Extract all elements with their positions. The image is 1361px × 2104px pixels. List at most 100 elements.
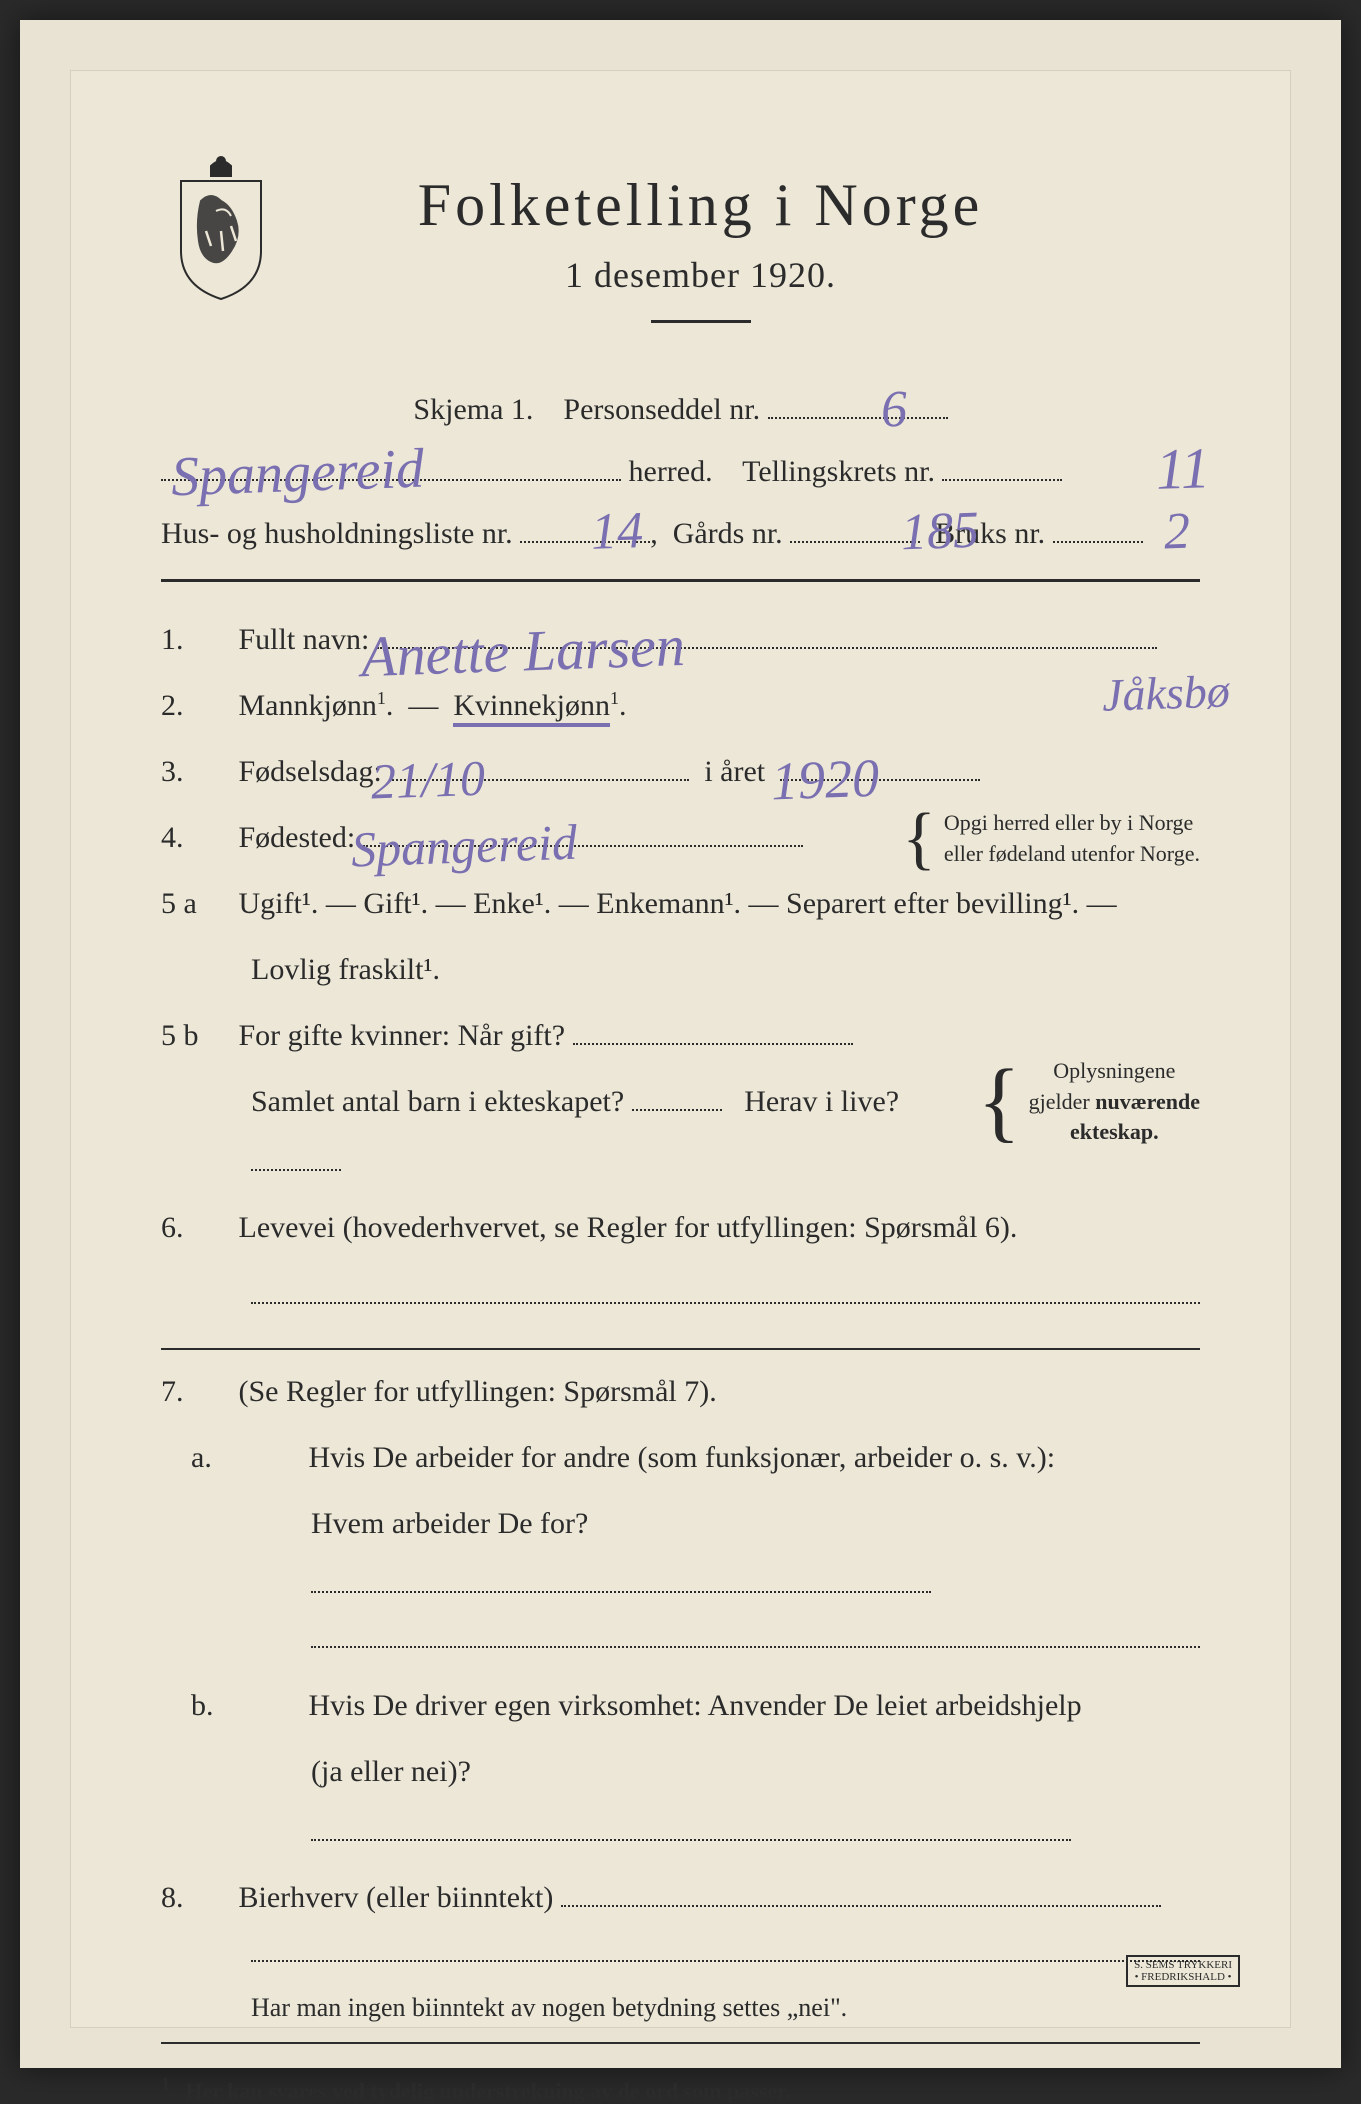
- skjema-label: Skjema 1.: [413, 393, 533, 426]
- brace-icon-2: {: [977, 1066, 1020, 1138]
- q3-day-field: [389, 779, 689, 781]
- rule-3: [161, 2042, 1200, 2044]
- q7-label: (Se Regler for utfyllingen: Spørsmål 7).: [239, 1375, 717, 1408]
- q5b-field3: [251, 1169, 341, 1171]
- title-divider: [651, 320, 751, 323]
- q7b-line2: (ja eller nei)?: [161, 1742, 1200, 1862]
- q4-note: { Opgi herred eller by i Norge eller fød…: [902, 808, 1200, 870]
- tellingskrets-label: Tellingskrets nr.: [742, 455, 935, 488]
- footnote: 1 Her kan svares ved tydelig understrekn…: [161, 2074, 1200, 2104]
- q1-field: [377, 647, 1157, 649]
- q5b-line1: 5 b For gifte kvinner: Når gift?: [161, 1006, 967, 1066]
- tellingskrets-field: [942, 479, 1062, 481]
- q3-mid: i året: [704, 755, 765, 788]
- q5b-num: 5 b: [161, 1006, 231, 1066]
- personseddel-field: [768, 417, 948, 419]
- q1: 1. Fullt navn: Anette Larsen Jåksbø: [161, 610, 1200, 670]
- q5b-label1: For gifte kvinner: Når gift?: [239, 1019, 566, 1052]
- q5b-line2: Samlet antal barn i ekteskapet? Herav i …: [161, 1072, 967, 1192]
- q1-label: Fullt navn:: [239, 623, 370, 656]
- q7a-field-line2: [311, 1646, 1200, 1648]
- main-title: Folketelling i Norge: [321, 171, 1080, 240]
- herred-field: [161, 479, 621, 481]
- q5b-field1: [573, 1043, 853, 1045]
- document-inner: Folketelling i Norge 1 desember 1920. Sk…: [70, 70, 1291, 2028]
- q4-field: [363, 845, 803, 847]
- q8-field: [561, 1905, 1161, 1907]
- document-page: Folketelling i Norge 1 desember 1920. Sk…: [20, 20, 1341, 2068]
- gards-field: [790, 541, 920, 543]
- q7-num: 7.: [161, 1362, 231, 1422]
- q8-field-line2: [251, 1960, 1200, 1962]
- q7a-text2: Hvem arbeider De for?: [311, 1507, 588, 1540]
- q8-label: Bierhverv (eller biinntekt): [239, 1881, 554, 1914]
- q3-label: Fødselsdag:: [239, 755, 382, 788]
- q7a-text1: Hvis De arbeider for andre (som funksjon…: [309, 1441, 1056, 1474]
- meta-line-3: Hus- og husholdningsliste nr. , Gårds nr…: [161, 507, 1200, 561]
- hus-field: [520, 541, 650, 543]
- subtitle: 1 desember 1920.: [321, 254, 1080, 296]
- q4-label: Fødested:: [239, 821, 356, 854]
- q4: 4. Fødested: Spangereid { Opgi herred el…: [161, 808, 1200, 874]
- printer-line1: S. SEMS TRYKKERI: [1134, 1959, 1232, 1971]
- q8-num: 8.: [161, 1868, 231, 1928]
- q5b-label2: Samlet antal barn i ekteskapet?: [251, 1085, 624, 1118]
- q2-mann: Mannkjønn1.: [239, 689, 394, 722]
- header-block: Folketelling i Norge 1 desember 1920.: [161, 171, 1200, 353]
- coat-of-arms-icon: [161, 151, 281, 301]
- footnote-marker: 1: [161, 2074, 170, 2094]
- q2-mann-text: Mannkjønn: [239, 689, 377, 722]
- hw-personseddel-nr: 6: [879, 363, 908, 457]
- q1-num: 1.: [161, 610, 231, 670]
- q2-kvinne-text: Kvinnekjønn: [453, 689, 610, 727]
- q3: 3. Fødselsdag: i året 21/10 1920: [161, 742, 1200, 802]
- q6: 6. Levevei (hovederhvervet, se Regler fo…: [161, 1198, 1200, 1258]
- q6-num: 6.: [161, 1198, 231, 1258]
- q5b-note: { Oplysningene gjelder nuværende ekteska…: [977, 1056, 1200, 1148]
- q3-num: 3.: [161, 742, 231, 802]
- q6-field-line: [251, 1302, 1200, 1304]
- q7b-field: [311, 1839, 1071, 1841]
- q7: 7. (Se Regler for utfyllingen: Spørsmål …: [161, 1362, 1200, 1422]
- gards-label: Gårds nr.: [673, 517, 783, 550]
- q4-num: 4.: [161, 808, 231, 868]
- q7b-text1: Hvis De driver egen virksomhet: Anvender…: [309, 1689, 1082, 1722]
- q5a-num: 5 a: [161, 874, 231, 934]
- q2-num: 2.: [161, 676, 231, 736]
- rule-2: [161, 1348, 1200, 1350]
- q5a-opts: Ugift¹. — Gift¹. — Enke¹. — Enkemann¹. —…: [239, 887, 1117, 920]
- q5b-field2: [632, 1109, 722, 1111]
- q5a: 5 a Ugift¹. — Gift¹. — Enke¹. — Enkemann…: [161, 874, 1200, 934]
- q2: 2. Mannkjønn1. — Kvinnekjønn1.: [161, 676, 1200, 736]
- q5a-line2: Lovlig fraskilt¹.: [161, 940, 1200, 1000]
- q7a-field: [311, 1591, 931, 1593]
- q5b-note2: gjelder nuværende: [1029, 1087, 1200, 1118]
- q5b-note3: ekteskap.: [1029, 1117, 1200, 1148]
- brace-icon: {: [902, 811, 936, 867]
- q7b-text2: (ja eller nei)?: [311, 1755, 471, 1788]
- q5b: 5 b For gifte kvinner: Når gift? Samlet …: [161, 1006, 1200, 1198]
- footer-line1: Har man ingen biinntekt av nogen betydni…: [161, 1982, 1200, 2034]
- q3-year-field: [780, 779, 980, 781]
- printer-mark: S. SEMS TRYKKERI • FREDRIKSHALD •: [1126, 1955, 1240, 1987]
- q7b: b. Hvis De driver egen virksomhet: Anven…: [161, 1676, 1200, 1736]
- q7b-label: b.: [251, 1676, 301, 1736]
- q4-note-1: Opgi herred eller by i Norge: [944, 808, 1200, 839]
- q7a-label: a.: [251, 1428, 301, 1488]
- q5b-note1: Oplysningene: [1029, 1056, 1200, 1087]
- title-block: Folketelling i Norge 1 desember 1920.: [321, 171, 1200, 353]
- q7a: a. Hvis De arbeider for andre (som funks…: [161, 1428, 1200, 1488]
- bruks-field: [1053, 541, 1143, 543]
- printer-line2: • FREDRIKSHALD •: [1134, 1971, 1232, 1983]
- q5a-opts2: Lovlig fraskilt¹.: [251, 953, 440, 986]
- footnote-text: Her kan svares ved tydelig understreknin…: [186, 2078, 791, 2103]
- hus-label: Hus- og husholdningsliste nr.: [161, 517, 513, 550]
- bruks-label: Bruks nr.: [935, 517, 1045, 550]
- meta-line-2: herred. Tellingskrets nr. Spangereid 11: [161, 445, 1200, 499]
- herred-label: herred.: [629, 455, 713, 488]
- q5b-label3: Herav i live?: [744, 1085, 899, 1118]
- q8: 8. Bierhverv (eller biinntekt): [161, 1868, 1200, 1928]
- q7a-line2: Hvem arbeider De for?: [161, 1494, 1200, 1614]
- personseddel-label: Personseddel nr.: [563, 393, 760, 426]
- q4-note-2: eller fødeland utenfor Norge.: [944, 839, 1200, 870]
